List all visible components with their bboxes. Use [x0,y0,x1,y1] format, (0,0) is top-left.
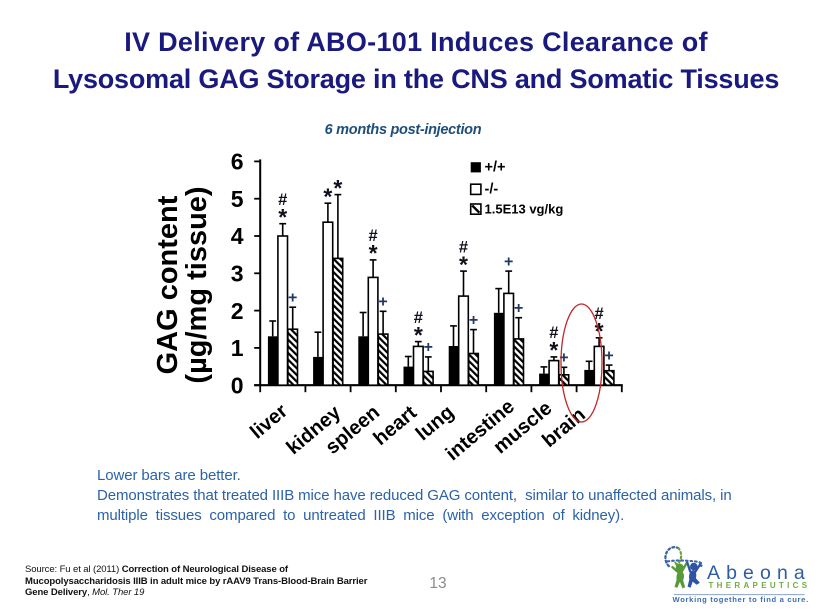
svg-text:6: 6 [231,149,244,175]
svg-text:+: + [504,253,513,270]
svg-text:+: + [559,350,568,367]
svg-text:#: # [278,191,287,209]
svg-text:*: * [549,337,558,363]
svg-text:5: 5 [231,186,244,212]
svg-text:*: * [414,322,423,348]
svg-text:1: 1 [231,335,244,361]
svg-text:+: + [604,347,613,364]
svg-text:+: + [288,289,297,306]
svg-text:#: # [549,324,558,342]
svg-text:THERAPEUTICS: THERAPEUTICS [709,581,811,590]
svg-text:#: # [414,309,423,327]
svg-text:*: * [459,251,468,277]
svg-text:*: * [323,184,332,210]
svg-text:*: * [333,175,342,201]
svg-text:+/+: +/+ [485,160,506,176]
svg-text:+: + [424,339,433,356]
svg-text:Working together to find a cur: Working together to find a cure. [673,595,809,604]
svg-text:GAG content: GAG content [152,195,184,374]
svg-text:liver: liver [246,400,292,443]
svg-text:#: # [369,227,378,245]
svg-text:+: + [514,300,523,317]
svg-text:3: 3 [231,261,244,287]
svg-text:lung: lung [412,401,458,445]
svg-text:+: + [378,294,387,311]
svg-text:2: 2 [231,298,244,324]
svg-text:+: + [469,312,478,329]
svg-text:4: 4 [231,223,244,249]
svg-text:*: * [278,204,287,230]
svg-text:*: * [369,240,378,266]
svg-text:Abeona: Abeona [707,562,811,584]
svg-text:-/-: -/- [485,182,499,198]
svg-text:#: # [595,305,604,323]
svg-text:1.5E13 vg/kg: 1.5E13 vg/kg [485,201,564,216]
svg-text:(µg/mg tissue): (µg/mg tissue) [181,186,213,383]
svg-text:#: # [459,238,468,256]
svg-text:0: 0 [231,372,244,398]
